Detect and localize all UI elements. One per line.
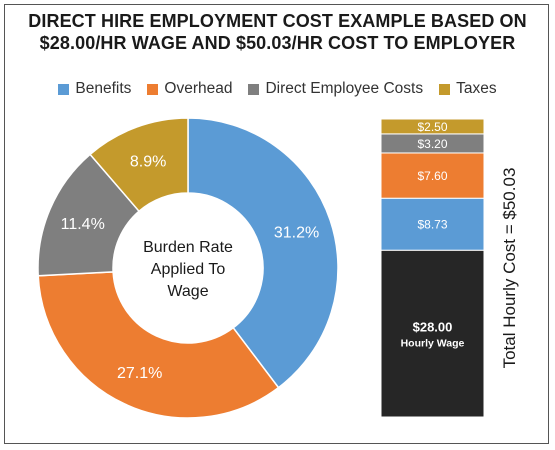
donut-slice-overhead xyxy=(37,271,280,419)
bar-sublabel-hourly-wage: Hourly Wage xyxy=(401,338,465,350)
donut-label-taxes: 8.9% xyxy=(130,154,166,171)
donut-center-line-2: Applied To xyxy=(151,261,226,278)
chart-title: DIRECT HIRE EMPLOYMENT COST EXAMPLE BASE… xyxy=(0,10,555,54)
title-line-2: $28.00/HR WAGE AND $50.03/HR COST TO EMP… xyxy=(39,33,516,53)
legend-swatch-overhead xyxy=(147,83,159,95)
stacked-bar-axis-label: Total Hourly Cost = $50.03 xyxy=(500,167,519,369)
donut-slice-benefits xyxy=(187,117,339,389)
legend-item-overhead: Overhead xyxy=(147,80,232,98)
stacked-bar: $28.00 Hourly Wage $8.73 $7.60 $3.20 $2.50 xyxy=(380,118,485,418)
legend-item-direct: Direct Employee Costs xyxy=(248,80,423,98)
legend-label-benefits: Benefits xyxy=(75,80,132,97)
legend-label-direct: Direct Employee Costs xyxy=(265,80,424,97)
legend-swatch-taxes xyxy=(439,83,451,95)
legend-label-overhead: Overhead xyxy=(164,80,233,97)
bar-segment-hourly-wage xyxy=(380,249,485,418)
bar-segment-benefits xyxy=(380,197,485,251)
donut-slice-taxes xyxy=(89,117,189,213)
donut-center-line-1: Burden Rate xyxy=(143,239,233,256)
title-line-1: DIRECT HIRE EMPLOYMENT COST EXAMPLE BASE… xyxy=(28,11,527,31)
bar-label-direct-employee-costs: $3.20 xyxy=(417,137,447,151)
legend-item-taxes: Taxes xyxy=(439,80,497,98)
bar-label-overhead: $7.60 xyxy=(417,169,447,183)
bar-segment-taxes xyxy=(380,118,485,135)
legend-label-taxes: Taxes xyxy=(456,80,497,97)
bar-label-taxes: $2.50 xyxy=(417,120,447,134)
legend-swatch-benefits xyxy=(58,83,70,95)
donut-center-line-3: Wage xyxy=(167,283,208,300)
donut-label-benefits: 31.2% xyxy=(274,225,319,242)
donut-center-label: Burden Rate Applied To Wage xyxy=(143,239,233,300)
legend-item-benefits: Benefits xyxy=(58,80,131,98)
legend: Benefits Overhead Direct Employee Costs … xyxy=(0,78,555,100)
bar-segment-overhead xyxy=(380,152,485,199)
donut-label-direct-employee-costs: 11.4% xyxy=(61,216,105,233)
donut-chart: 31.2% 27.1% 11.4% 8.9% xyxy=(37,117,339,419)
donut-label-overhead: 27.1% xyxy=(117,365,162,382)
bar-label-hourly-wage: $28.00 xyxy=(413,320,453,335)
legend-swatch-direct xyxy=(248,83,260,95)
bar-label-benefits: $8.73 xyxy=(417,218,447,232)
